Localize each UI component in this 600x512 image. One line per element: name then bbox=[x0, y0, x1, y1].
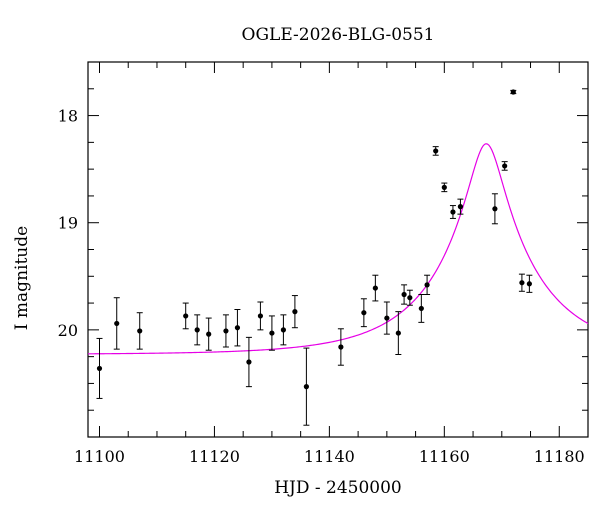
data-point bbox=[384, 315, 390, 321]
plot-frame bbox=[87, 61, 589, 438]
data-point bbox=[234, 325, 241, 331]
data-point bbox=[194, 327, 200, 333]
plot-area: 11100 11120 11140 11160 11180 18 19 20 bbox=[58, 61, 589, 466]
data-point bbox=[303, 384, 309, 390]
data-point bbox=[407, 295, 413, 301]
data-point bbox=[372, 285, 378, 291]
model-curve bbox=[87, 143, 589, 355]
data-point bbox=[183, 313, 189, 319]
y-tick-label: 19 bbox=[58, 214, 78, 233]
x-tick-label: 11160 bbox=[419, 447, 470, 466]
x-axis-label: HJD - 2450000 bbox=[274, 478, 402, 498]
data-point bbox=[450, 209, 456, 215]
data-point bbox=[492, 206, 498, 212]
data-point bbox=[137, 328, 143, 334]
y-tick-label: 18 bbox=[58, 107, 78, 126]
x-tick-label: 11140 bbox=[304, 447, 355, 466]
data-point bbox=[96, 365, 103, 372]
x-tick-label: 11100 bbox=[74, 447, 125, 466]
data-point bbox=[433, 148, 439, 154]
data-point bbox=[395, 330, 401, 336]
data-point bbox=[457, 204, 464, 210]
data-point bbox=[424, 282, 430, 288]
data-point bbox=[361, 310, 367, 316]
data-point bbox=[280, 327, 287, 333]
chart-title: OGLE-2026-BLG-0551 bbox=[242, 25, 435, 45]
data-point bbox=[401, 291, 407, 298]
data-point bbox=[114, 320, 120, 327]
y-axis-label: I magnitude bbox=[12, 226, 32, 330]
data-point bbox=[502, 163, 508, 169]
data-point bbox=[441, 184, 447, 190]
data-point bbox=[338, 344, 344, 350]
data-point bbox=[206, 331, 212, 337]
data-point bbox=[257, 313, 264, 319]
x-tick-label: 11120 bbox=[189, 447, 240, 466]
data-point bbox=[519, 280, 525, 286]
data-point bbox=[269, 330, 275, 336]
x-tick-label: 11180 bbox=[534, 447, 585, 466]
data-point bbox=[526, 281, 532, 287]
data-point bbox=[223, 328, 229, 334]
data-point bbox=[510, 89, 516, 95]
y-tick-label: 20 bbox=[58, 321, 78, 340]
data-point bbox=[418, 305, 424, 312]
data-point bbox=[292, 309, 298, 315]
data-point bbox=[246, 359, 252, 365]
